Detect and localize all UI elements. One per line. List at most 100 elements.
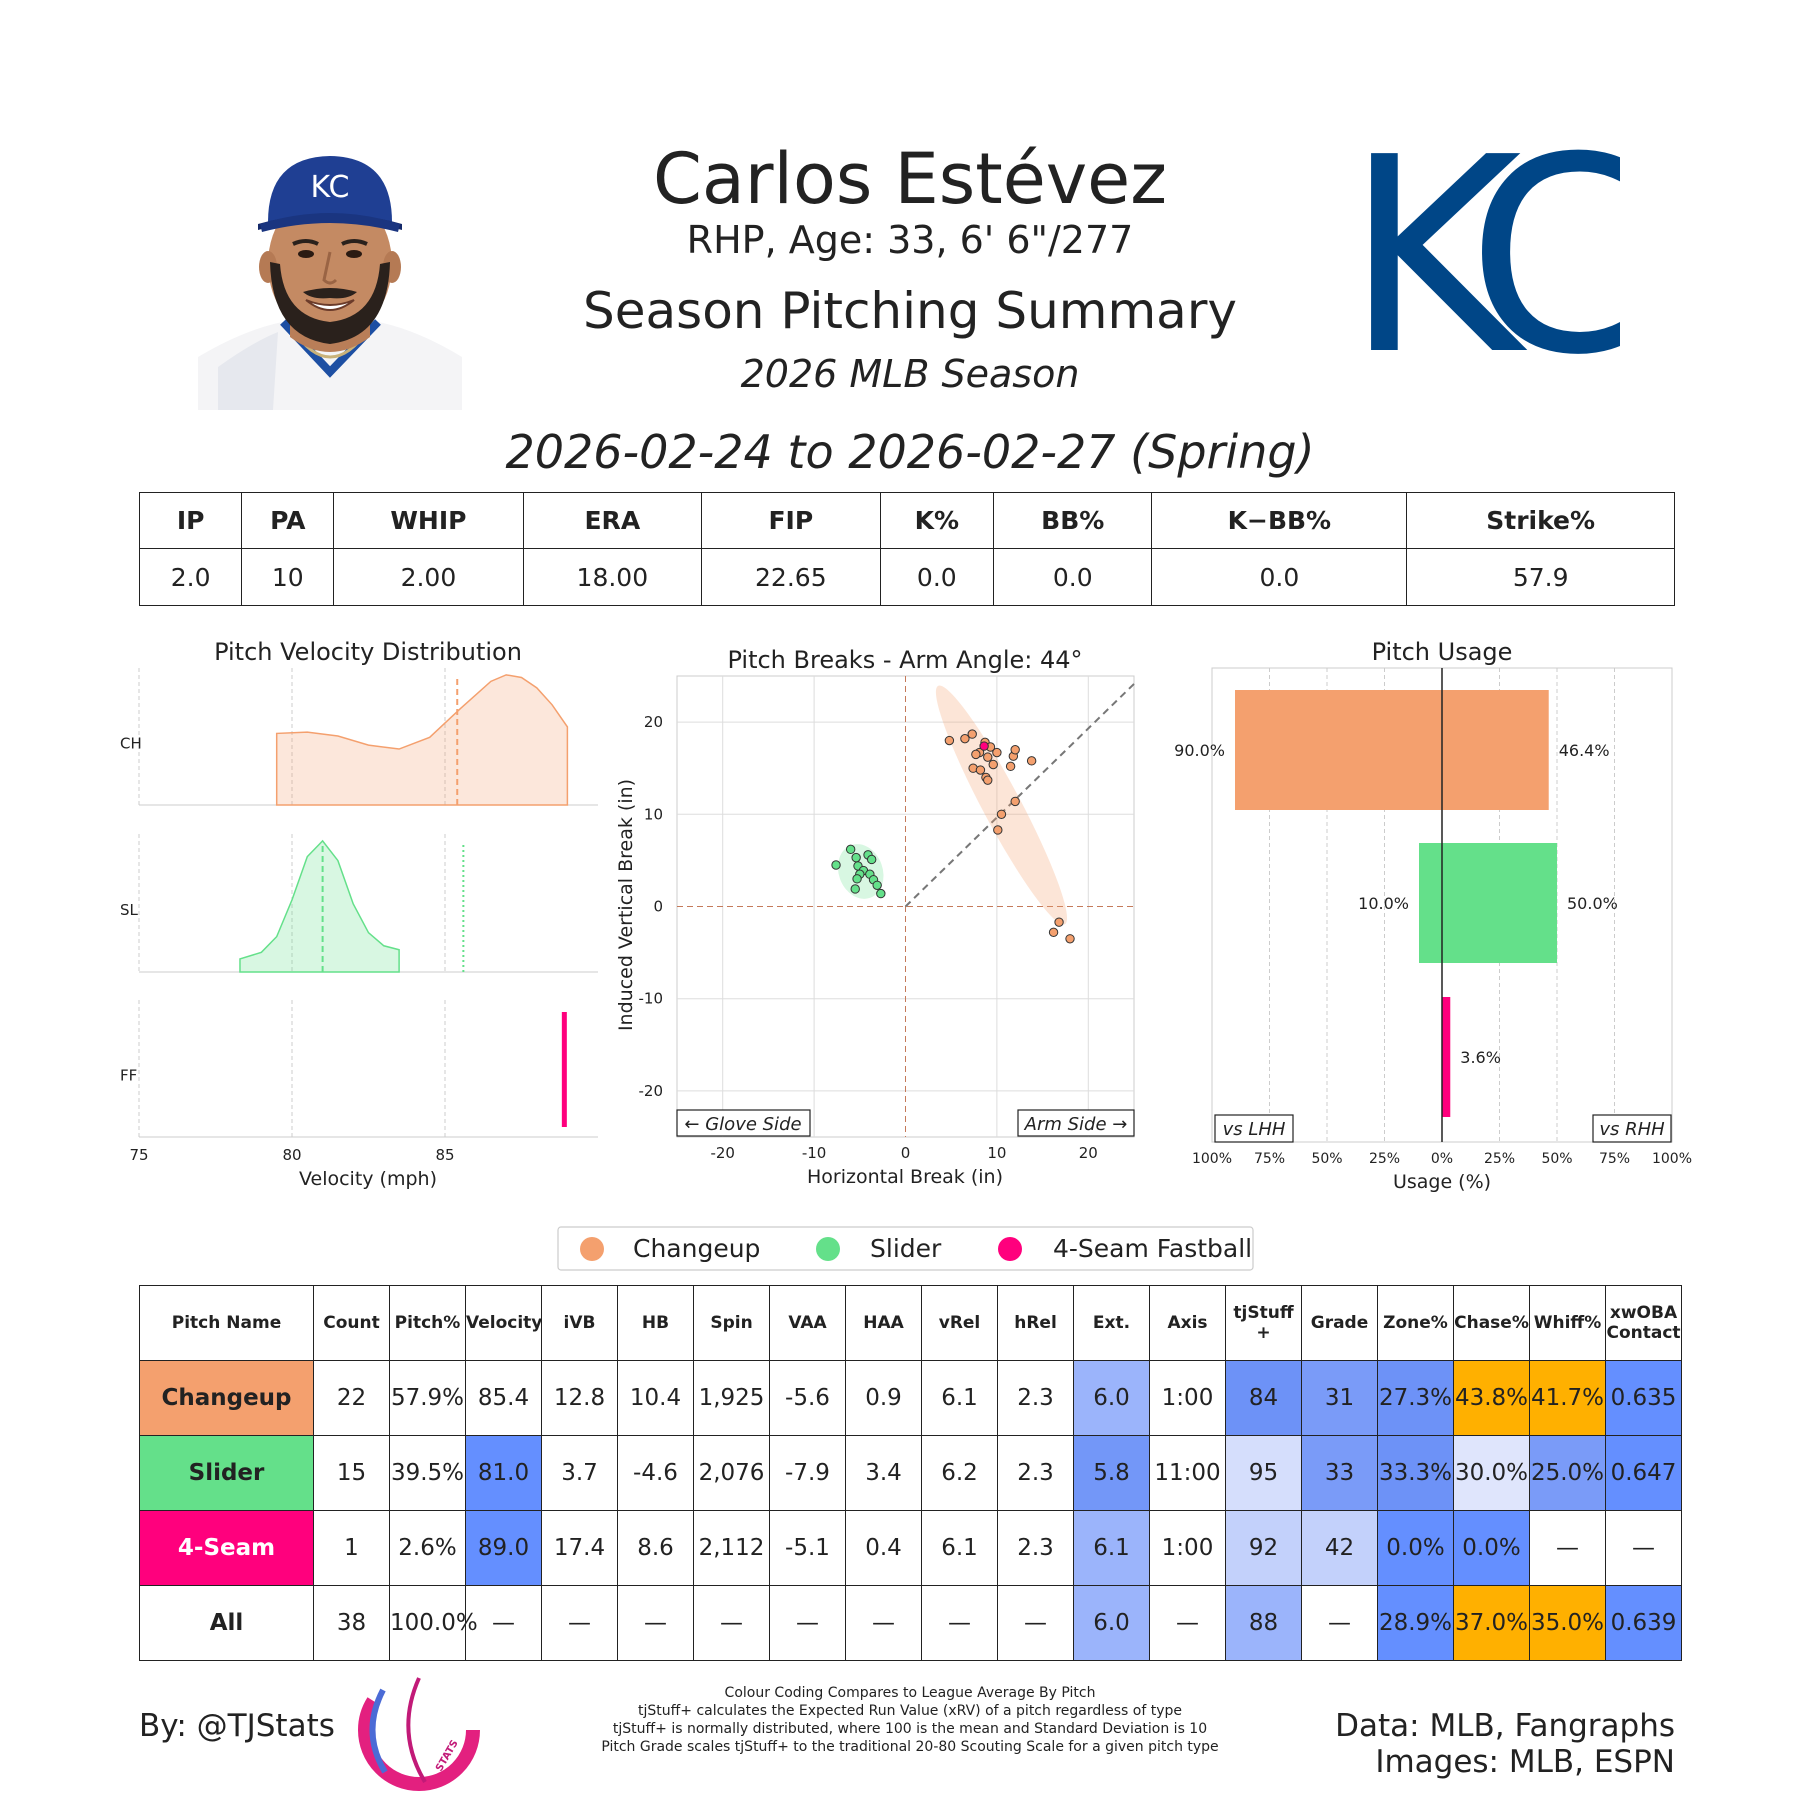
velocity-x-label: Velocity (mph): [299, 1168, 437, 1190]
velocity-row-label: CH: [120, 735, 142, 753]
table-cell: 89.0: [465, 1510, 542, 1586]
table-cell: 17.4: [541, 1510, 618, 1586]
summary-header-cell: FIP: [701, 492, 881, 549]
table-cell: 42: [1301, 1510, 1378, 1586]
table-cell: 27.3%: [1377, 1360, 1454, 1436]
table-cell: 22: [313, 1360, 390, 1436]
vs-rhh-box: [1592, 1114, 1672, 1143]
table-cell: 33.3%: [1377, 1435, 1454, 1511]
table-cell: —: [997, 1585, 1074, 1661]
table-cell: —: [845, 1585, 922, 1661]
table-cell: 5.8: [1073, 1435, 1150, 1511]
usage-tick-label: 50%: [1541, 1151, 1572, 1167]
team-logo: KC: [1345, 140, 1620, 410]
summary-value-cell: 2.00: [333, 548, 524, 606]
break-y-tick: 0: [653, 898, 663, 916]
summary-value-cell: 0.0: [993, 548, 1153, 606]
pitch-metrics-table: Pitch Name Count Pitch% Velocity iVB HB Spin VA…: [139, 1285, 1682, 1661]
footnote-line: Pitch Grade scales tjStuff+ to the tradi…: [601, 1739, 1219, 1755]
table-cell: 0.4: [845, 1510, 922, 1586]
break-point-changeup: [1010, 796, 1020, 807]
pitch-table-header-cell: hRel: [997, 1285, 1074, 1361]
break-x-tick: -10: [802, 1144, 827, 1162]
table-cell: 31: [1301, 1360, 1378, 1436]
table-cell: 3.7: [541, 1435, 618, 1511]
table-cell: 6.1: [1073, 1510, 1150, 1586]
pitch-table-header-cell: Count: [313, 1285, 390, 1361]
legend-slider-swatch: [816, 1237, 840, 1261]
velocity-chart-title: Pitch Velocity Distribution: [214, 638, 522, 666]
table-cell: 11:00: [1149, 1435, 1226, 1511]
table-cell: 88: [1225, 1585, 1302, 1661]
pitch-table-header-row: Pitch Name Count Pitch% Velocity iVB HB Spin VA…: [139, 1285, 1682, 1361]
break-point-slider: [872, 880, 882, 890]
summary-value-cell: 0.0: [1151, 548, 1408, 606]
break-x-tick: 20: [1079, 1144, 1098, 1162]
pitch-name-cell: All: [139, 1585, 314, 1661]
break-point-changeup: [983, 752, 993, 762]
footnote-line: tjStuff+ calculates the Expected Run Val…: [637, 1703, 1183, 1719]
velocity-tick-label: 85: [435, 1146, 454, 1164]
break-y-tick: -20: [639, 1082, 664, 1100]
table-cell: 6.0: [1073, 1585, 1150, 1661]
break-x-label: Horizontal Break (in): [807, 1166, 1003, 1188]
season-label: 2026 MLB Season: [740, 352, 1080, 396]
break-point-changeup: [1048, 927, 1059, 938]
usage-bar-rhh: [1442, 997, 1451, 1117]
usage-label-rhh: 3.6%: [1460, 1048, 1501, 1067]
break-point-changeup: [1065, 934, 1075, 944]
player-bio: RHP, Age: 33, 6' 6"/277: [686, 218, 1134, 262]
pitch-table-header-cell: VAA: [769, 1285, 846, 1361]
pitch-table-header-cell: Ext.: [1073, 1285, 1150, 1361]
summary-header-cell: K−BB%: [1151, 492, 1408, 549]
velocity-row-label: SL: [120, 901, 139, 919]
byline: By: @TJStats: [139, 1708, 335, 1744]
velocity-tick-label: 80: [282, 1146, 301, 1164]
summary-stats-header-row: IP PA WHIP ERA FIP K% BB% K−BB% Strike%: [138, 492, 1675, 549]
table-cell: 0.647: [1605, 1435, 1682, 1511]
pitch-table-header-cell: tjStuff +: [1225, 1285, 1302, 1361]
table-cell: —: [1529, 1510, 1606, 1586]
velocity-distribution-chart: Pitch Velocity Distribution Velocity (mp…: [120, 638, 598, 1190]
break-point-changeup: [1005, 761, 1016, 772]
table-cell: -5.1: [769, 1510, 846, 1586]
table-cell: 2,112: [693, 1510, 770, 1586]
break-x-tick: 10: [987, 1144, 1006, 1162]
break-y-label: Induced Vertical Break (in): [615, 779, 637, 1031]
legend-fastball-swatch: [998, 1237, 1022, 1261]
table-cell: 6.2: [921, 1435, 998, 1511]
table-cell: -4.6: [617, 1435, 694, 1511]
table-cell: 2.3: [997, 1435, 1074, 1511]
break-point-changeup: [975, 765, 986, 775]
pitch-table-header-cell: Pitch Name: [139, 1285, 314, 1361]
credits: Data: MLB, Fangraphs Images: MLB, ESPN: [1240, 1708, 1675, 1780]
vs-lhh-label: vs LHH: [1223, 1119, 1286, 1140]
usage-chart-title: Pitch Usage: [1372, 638, 1513, 666]
data-source: Data: MLB, Fangraphs: [1335, 1708, 1675, 1744]
break-point-changeup: [983, 775, 993, 785]
break-point-4-seam-fastball: [979, 741, 989, 751]
table-cell: 35.0%: [1529, 1585, 1606, 1661]
usage-label-rhh: 50.0%: [1567, 894, 1618, 913]
footnotes: Colour Coding Compares to League Average…: [560, 1684, 1260, 1756]
table-cell: 6.0: [1073, 1360, 1150, 1436]
pitch-name-cell: Slider: [139, 1435, 314, 1511]
usage-label-rhh: 46.4%: [1559, 741, 1610, 760]
table-cell: —: [769, 1585, 846, 1661]
table-cell: 0.9: [845, 1360, 922, 1436]
player-headshot: KC: [198, 152, 462, 410]
summary-value-cell: 2.0: [138, 548, 243, 606]
summary-stats-table: IP PA WHIP ERA FIP K% BB% K−BB% Strike% …: [138, 492, 1675, 606]
summary-header-cell: BB%: [993, 492, 1153, 549]
usage-x-label: Usage (%): [1393, 1171, 1491, 1193]
table-cell: 2.3: [997, 1360, 1074, 1436]
glove-side-box: [676, 1109, 811, 1137]
table-cell: 1:00: [1149, 1510, 1226, 1586]
pitch-table-header-cell: xwOBA Contact: [1605, 1285, 1682, 1361]
break-point-changeup: [967, 729, 977, 739]
table-cell: -5.6: [769, 1360, 846, 1436]
table-cell: 92: [1225, 1510, 1302, 1586]
table-cell: 39.5%: [389, 1435, 466, 1511]
pitch-table-header-cell: Velocity: [465, 1285, 542, 1361]
